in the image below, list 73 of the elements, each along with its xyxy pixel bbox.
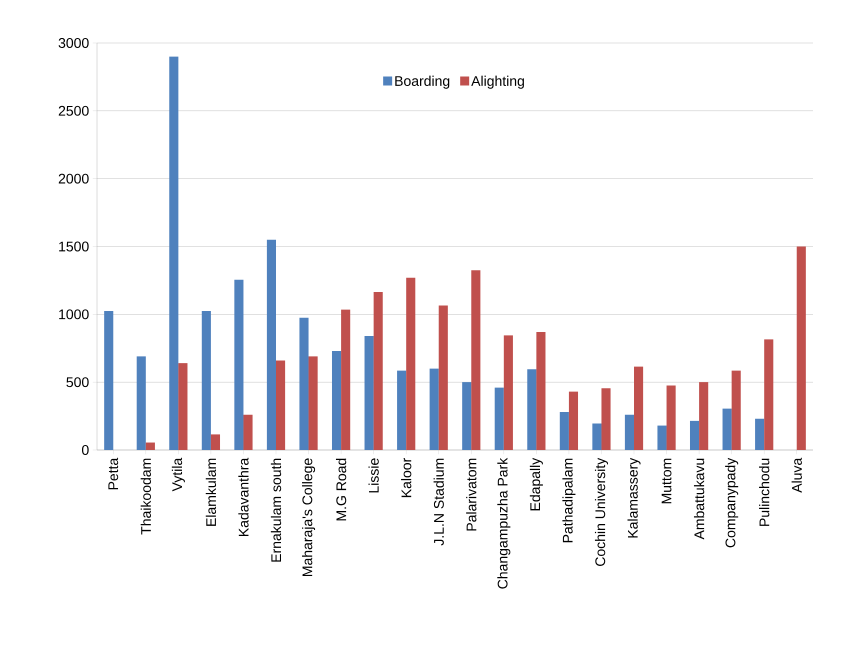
bar	[504, 335, 513, 450]
y-tick-label: 2000	[58, 174, 89, 184]
legend-label: Boarding	[395, 76, 450, 89]
bar	[462, 382, 472, 450]
bar	[601, 388, 611, 450]
x-tick-label: Aluva	[792, 458, 802, 493]
bar	[104, 310, 114, 450]
y-tick-label: 500	[66, 377, 89, 388]
bar	[332, 350, 342, 450]
bar	[136, 356, 146, 450]
x-tick-label: Pathadipalam	[562, 458, 576, 542]
bar	[178, 363, 188, 450]
bar	[276, 360, 286, 450]
bar	[299, 318, 309, 450]
x-tick-label: Palarivatom	[466, 458, 476, 531]
x-tick-label: Ernakulam south	[270, 458, 282, 562]
x-tick-label: Kadavanthra	[238, 458, 249, 536]
bar	[634, 366, 644, 450]
y-tick-label: 1500	[59, 242, 89, 252]
bar	[560, 412, 569, 450]
bar	[266, 240, 276, 450]
bar	[666, 386, 676, 450]
bar	[308, 356, 318, 450]
bar	[341, 310, 350, 450]
x-tick-label: Pulinchodu	[759, 458, 770, 526]
x-tick-label: Petta	[108, 458, 118, 490]
bar	[430, 368, 439, 450]
bar	[755, 418, 764, 450]
x-tick-label: Muttom	[662, 458, 672, 504]
x-tick-label: Edapally	[530, 458, 543, 510]
bar	[657, 426, 667, 450]
bar	[397, 370, 406, 450]
bar	[210, 434, 220, 450]
bar	[690, 420, 700, 450]
x-tick-label: Lissie	[368, 458, 379, 492]
x-tick-label: Thaikoodam	[140, 458, 151, 534]
y-tick-label: 0	[82, 445, 89, 455]
bar	[536, 332, 546, 450]
bar	[732, 370, 741, 450]
bar	[374, 292, 383, 450]
bar	[438, 306, 448, 450]
x-tick-label: J.L.N Stadium	[434, 458, 444, 546]
bar	[169, 56, 178, 450]
x-tick-label: Maharaja's College	[302, 458, 316, 576]
y-tick-label: 3000	[58, 38, 89, 48]
bar	[202, 310, 211, 450]
y-tick-label: 2500	[58, 106, 89, 116]
bar	[568, 392, 578, 450]
bar	[624, 414, 634, 450]
bar	[471, 270, 480, 450]
x-tick-label: Ambattukavu	[694, 458, 704, 540]
x-tick-label: Kaloor	[401, 458, 412, 498]
bar	[592, 424, 602, 450]
bar	[364, 336, 374, 450]
bar	[527, 369, 536, 450]
x-tick-label: Vytila	[172, 458, 185, 492]
x-tick-label: Changampuzha Park	[497, 458, 510, 589]
x-tick-label: M.G Road	[336, 458, 346, 520]
legend-label: Alighting	[471, 76, 524, 89]
bar	[234, 280, 244, 450]
bar	[722, 408, 732, 450]
bar	[494, 388, 504, 450]
x-tick-label: Elamkulam	[206, 458, 216, 526]
bar	[243, 414, 253, 450]
y-tick-label: 1000	[59, 309, 89, 320]
bar	[699, 382, 708, 450]
bar	[796, 246, 806, 450]
bar	[406, 278, 416, 450]
x-tick-label: Cochin University	[594, 458, 608, 566]
x-tick-label: Kalamassery	[627, 458, 641, 538]
x-tick-label: Companypady	[725, 458, 738, 548]
bar	[146, 442, 155, 450]
bar	[764, 339, 774, 450]
